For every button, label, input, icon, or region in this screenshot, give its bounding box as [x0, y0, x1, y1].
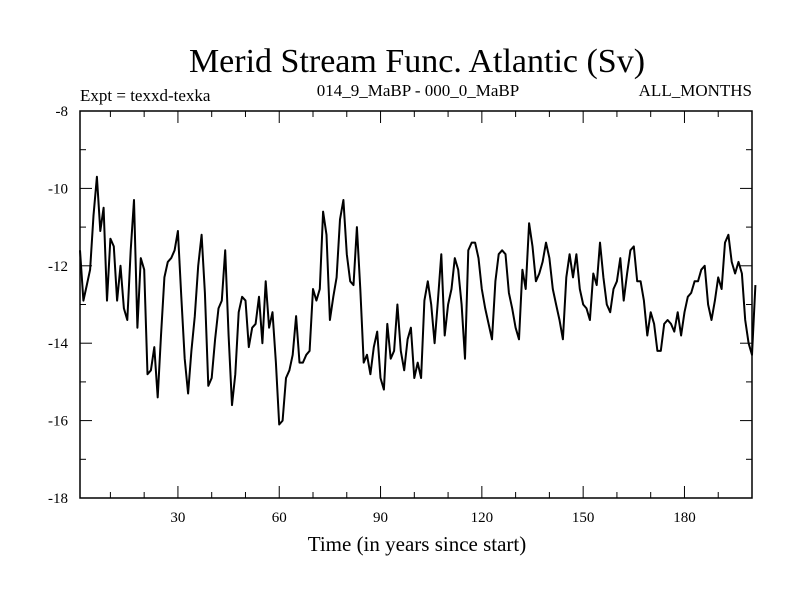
x-tick-label: 120 [471, 510, 494, 526]
series-line [79, 175, 757, 426]
chart-title: Merid Stream Func. Atlantic (Sv) [189, 43, 645, 80]
y-tick-label: -18 [48, 491, 68, 507]
x-axis-label: Time (in years since start) [308, 532, 527, 556]
period-label: 014_9_MaBP - 000_0_MaBP [317, 81, 519, 100]
x-tick-label: 90 [373, 510, 388, 526]
y-tick-label: -10 [48, 181, 68, 197]
y-tick-label: -8 [56, 104, 69, 120]
x-tick-label: 30 [170, 510, 185, 526]
axis-ticks: 30 60 90 120 150 180 -8 -10 -12 -14 -16 -18 [48, 104, 753, 526]
x-tick-label: 150 [572, 510, 595, 526]
x-tick-label: 60 [272, 510, 287, 526]
series-layer [79, 175, 757, 426]
months-label: ALL_MONTHS [639, 81, 752, 100]
experiment-label: Expt = texxd-texka [80, 86, 211, 105]
x-tick-label: 180 [673, 510, 696, 526]
y-tick-label: -12 [48, 259, 68, 275]
y-tick-label: -16 [48, 414, 68, 430]
y-tick-label: -14 [48, 336, 68, 352]
plot-frame [79, 110, 753, 499]
